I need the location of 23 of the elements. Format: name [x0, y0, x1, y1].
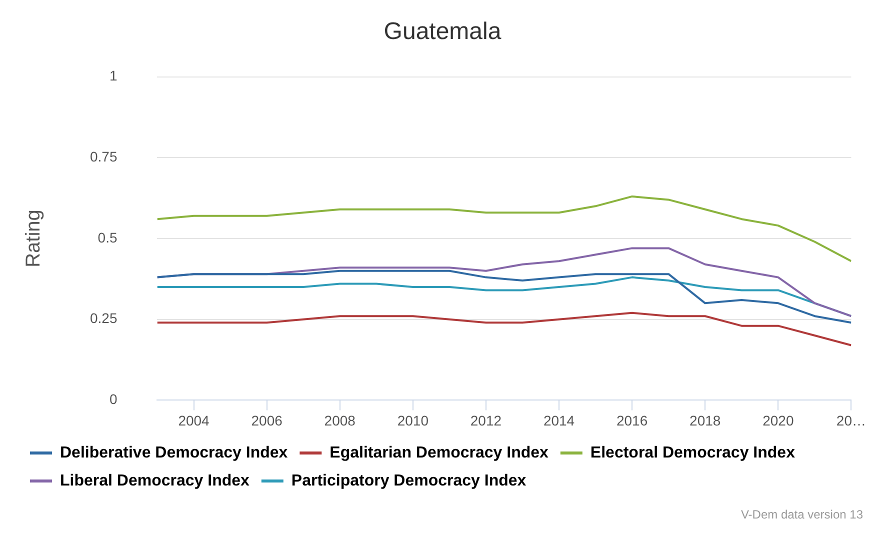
x-tick-label: 2020	[762, 412, 794, 428]
x-tick-label: 2012	[470, 412, 502, 428]
legend-label: Participatory Democracy Index	[291, 472, 526, 490]
y-tick-label: 0	[109, 391, 118, 408]
legend-label: Electoral Democracy Index	[590, 444, 796, 462]
x-tick-label: 2018	[690, 412, 721, 428]
legend-label: Deliberative Democracy Index	[60, 444, 288, 462]
legend-label: Egalitarian Democracy Index	[330, 444, 549, 462]
x-tick-label: 2014	[543, 412, 575, 428]
chart-title: Guatemala	[384, 18, 502, 46]
x-tick-label: 2006	[251, 412, 283, 428]
text: V-Dem data version 13	[740, 507, 864, 522]
x-tick-label: 2010	[397, 412, 429, 428]
y-axis-title: Rating	[22, 210, 45, 268]
y-tick-label: 0.5	[98, 229, 118, 246]
x-tick-label: 2008	[324, 412, 356, 428]
y-tick-label: 0.75	[90, 148, 118, 165]
legend-label: Liberal Democracy Index	[60, 472, 250, 490]
x-tick-label: 20…	[836, 412, 866, 428]
y-tick-label: 1	[109, 68, 118, 84]
x-tick-label: 2016	[616, 412, 648, 428]
x-tick-label: 2004	[178, 412, 210, 428]
y-tick-label: 0.25	[90, 310, 118, 326]
